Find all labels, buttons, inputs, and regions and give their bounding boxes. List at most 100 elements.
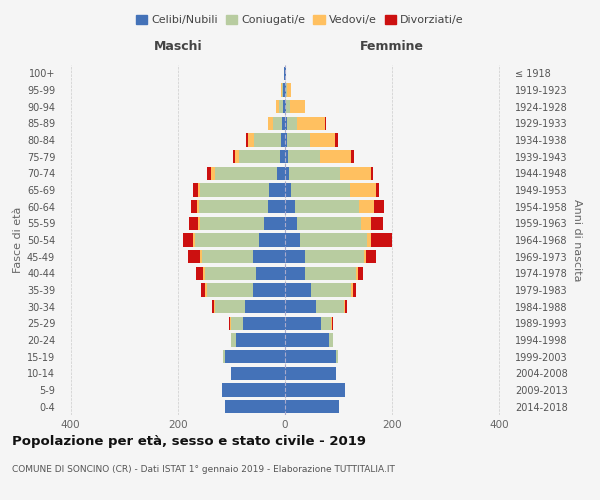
Bar <box>200 184 269 196</box>
Bar <box>285 100 286 114</box>
Bar <box>229 316 230 330</box>
Bar <box>281 134 285 146</box>
Bar <box>247 134 248 146</box>
Bar <box>353 284 356 296</box>
Text: Maschi: Maschi <box>154 40 202 54</box>
Bar <box>367 234 371 246</box>
Bar <box>232 316 243 330</box>
Y-axis label: Fasce di età: Fasce di età <box>13 207 23 273</box>
Bar <box>359 200 374 213</box>
Bar <box>285 350 336 364</box>
Bar <box>253 250 285 264</box>
Bar <box>235 150 239 164</box>
Bar <box>214 300 215 314</box>
Bar <box>188 216 198 230</box>
Bar <box>285 266 305 280</box>
Bar <box>232 334 236 346</box>
Bar <box>284 66 285 80</box>
Bar <box>344 300 345 314</box>
Bar <box>297 116 325 130</box>
Bar <box>329 334 333 346</box>
Bar <box>248 134 254 146</box>
Bar <box>281 84 283 96</box>
Bar <box>207 166 211 180</box>
Bar <box>202 250 253 264</box>
Bar <box>287 116 297 130</box>
Bar <box>222 384 285 396</box>
Bar <box>278 100 283 114</box>
Bar <box>225 400 285 413</box>
Bar <box>280 150 285 164</box>
Bar <box>285 134 287 146</box>
Text: COMUNE DI SONCINO (CR) - Dati ISTAT 1° gennaio 2019 - Elaborazione TUTTITALIA.IT: COMUNE DI SONCINO (CR) - Dati ISTAT 1° g… <box>12 465 395 474</box>
Text: Popolazione per età, sesso e stato civile - 2019: Popolazione per età, sesso e stato civil… <box>12 435 366 448</box>
Bar <box>223 350 225 364</box>
Bar <box>285 150 288 164</box>
Bar <box>285 334 329 346</box>
Bar <box>263 216 285 230</box>
Bar <box>193 234 195 246</box>
Bar <box>283 84 285 96</box>
Bar <box>286 100 290 114</box>
Bar <box>310 134 335 146</box>
Bar <box>201 284 205 296</box>
Bar <box>316 300 344 314</box>
Bar <box>285 200 295 213</box>
Bar <box>285 66 286 80</box>
Bar <box>285 384 345 396</box>
Bar <box>191 200 197 213</box>
Bar <box>283 116 285 130</box>
Bar <box>320 150 352 164</box>
Bar <box>325 116 326 130</box>
Bar <box>198 216 200 230</box>
Bar <box>285 216 297 230</box>
Bar <box>305 250 364 264</box>
Bar <box>285 300 316 314</box>
Bar <box>215 300 245 314</box>
Bar <box>196 266 203 280</box>
Bar <box>215 166 277 180</box>
Bar <box>345 300 347 314</box>
Bar <box>352 150 353 164</box>
Bar <box>297 216 361 230</box>
Bar <box>272 116 283 130</box>
Bar <box>371 234 392 246</box>
Bar <box>200 250 202 264</box>
Bar <box>277 100 278 114</box>
Bar <box>208 284 253 296</box>
Bar <box>285 284 311 296</box>
Bar <box>285 116 287 130</box>
Bar <box>232 366 285 380</box>
Bar <box>200 216 263 230</box>
Bar <box>188 250 200 264</box>
Bar <box>211 166 215 180</box>
Legend: Celibi/Nubili, Coniugati/e, Vedovi/e, Divorziati/e: Celibi/Nubili, Coniugati/e, Vedovi/e, Di… <box>132 10 468 30</box>
Bar <box>245 300 285 314</box>
Bar <box>195 234 259 246</box>
Bar <box>268 200 285 213</box>
Bar <box>277 166 285 180</box>
Bar <box>364 250 367 264</box>
Bar <box>356 266 358 280</box>
Bar <box>285 316 322 330</box>
Bar <box>225 350 285 364</box>
Bar <box>285 366 336 380</box>
Bar <box>335 134 338 146</box>
Text: Femmine: Femmine <box>360 40 424 54</box>
Bar <box>253 284 285 296</box>
Bar <box>288 150 320 164</box>
Bar <box>340 166 371 180</box>
Bar <box>358 266 362 280</box>
Bar <box>371 166 373 180</box>
Bar <box>285 184 292 196</box>
Bar <box>212 300 214 314</box>
Bar <box>290 100 305 114</box>
Bar <box>295 200 359 213</box>
Bar <box>205 266 256 280</box>
Bar <box>285 234 300 246</box>
Bar <box>202 266 205 280</box>
Bar <box>198 184 200 196</box>
Bar <box>351 284 353 296</box>
Bar <box>239 150 280 164</box>
Bar <box>197 200 199 213</box>
